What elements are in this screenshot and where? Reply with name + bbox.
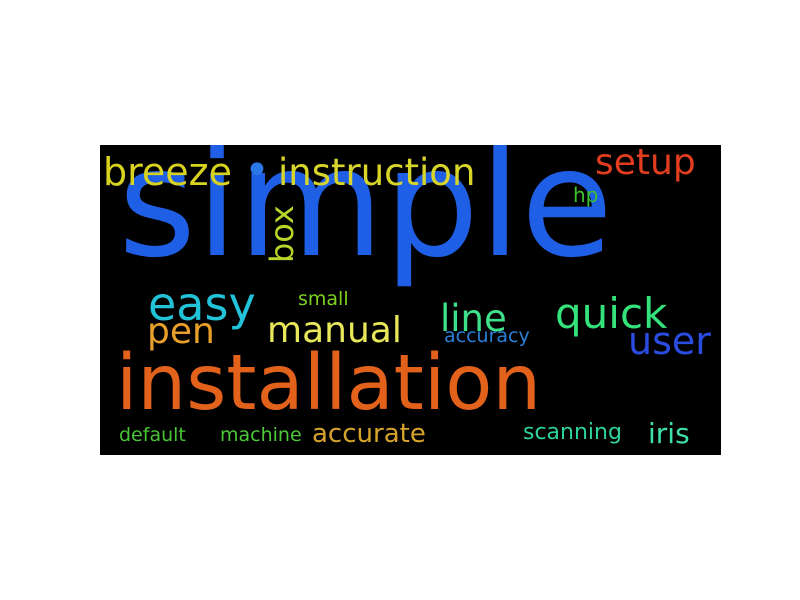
word-scanning: scanning [523, 422, 622, 444]
word-manual: manual [267, 313, 402, 349]
word-small: small [298, 290, 349, 309]
word-accuracy: accuracy [444, 327, 530, 346]
word-hp: hp [573, 185, 598, 205]
word-instruction: instruction [278, 154, 475, 191]
word-default: default [119, 426, 186, 445]
word-iris: iris [648, 420, 690, 448]
word-user: user [628, 322, 711, 360]
word-setup: setup [595, 145, 696, 181]
word-machine: machine [220, 426, 302, 445]
word-pen: pen [147, 314, 215, 350]
word-installation: installation [116, 345, 541, 422]
word-box: box [266, 205, 298, 263]
word-breeze: breeze [103, 153, 232, 191]
word-cloud: simple installation breeze • instruction… [100, 145, 721, 455]
word-bullet: • [244, 149, 270, 193]
word-accurate: accurate [312, 421, 426, 447]
